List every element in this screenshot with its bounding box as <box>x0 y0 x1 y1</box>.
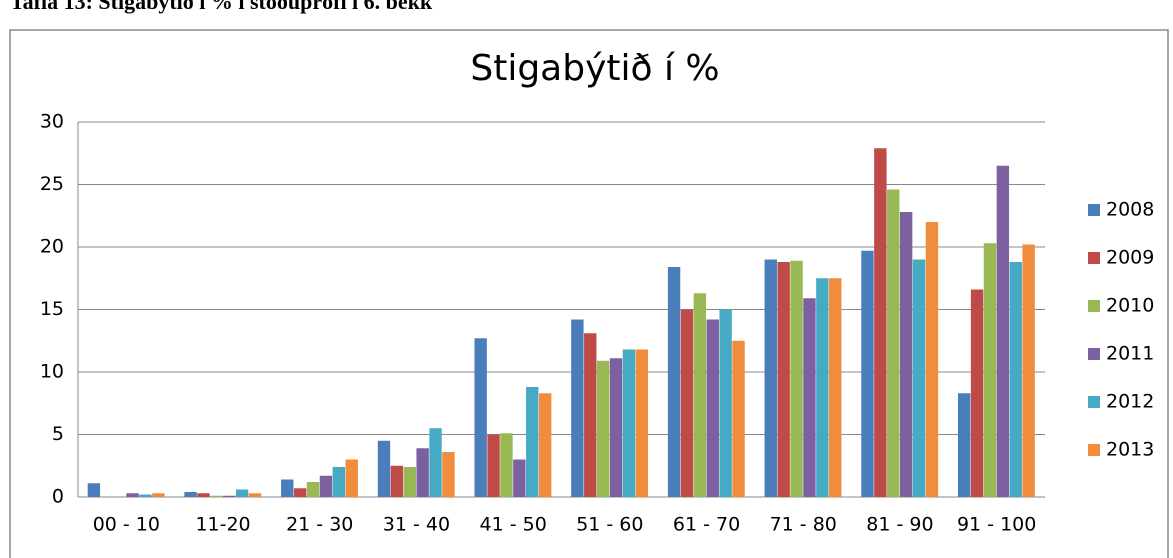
bar <box>996 165 1010 497</box>
bar <box>571 319 584 497</box>
bar <box>803 298 816 497</box>
legend-swatch <box>1088 252 1100 264</box>
x-tick-label: 31 - 40 <box>383 514 450 536</box>
bar <box>403 467 416 497</box>
bar <box>719 309 732 497</box>
bar <box>874 148 887 497</box>
x-tick-label: 21 - 30 <box>286 514 353 536</box>
bar <box>442 452 455 497</box>
bar <box>345 459 358 497</box>
bar <box>487 434 500 497</box>
bar <box>584 333 597 497</box>
bar <box>680 309 694 497</box>
bar <box>416 448 429 497</box>
bar <box>925 222 939 497</box>
bar <box>235 489 249 497</box>
bar <box>957 393 971 497</box>
bar <box>609 358 623 497</box>
x-tick-label: 41 - 50 <box>480 514 547 536</box>
legend-label: 2008 <box>1106 199 1154 221</box>
bar <box>983 243 997 497</box>
bar <box>635 349 649 497</box>
bar <box>706 319 719 497</box>
bar <box>899 212 913 497</box>
legend-label: 2011 <box>1106 343 1154 365</box>
bar <box>306 482 320 497</box>
y-tick-label: 20 <box>40 236 64 258</box>
y-tick-label: 5 <box>52 423 64 445</box>
bar <box>474 338 487 497</box>
legend-label: 2009 <box>1106 247 1154 269</box>
bar <box>513 459 526 497</box>
bar <box>293 488 307 497</box>
bar <box>281 479 294 497</box>
x-tick-label: 61 - 70 <box>673 514 740 536</box>
x-tick-label: 81 - 90 <box>866 514 933 536</box>
y-tick-label: 15 <box>40 298 64 320</box>
bar <box>596 360 610 497</box>
bar <box>332 467 346 497</box>
x-tick-label: 11-20 <box>195 514 250 536</box>
x-tick-label: 91 - 100 <box>957 514 1036 536</box>
legend-swatch <box>1088 300 1100 312</box>
bar <box>526 387 539 497</box>
bar <box>87 483 101 497</box>
y-tick-label: 25 <box>40 173 64 195</box>
bar <box>319 475 333 497</box>
bar <box>790 260 803 497</box>
x-tick-label: 51 - 60 <box>576 514 643 536</box>
legend-swatch <box>1088 348 1100 360</box>
legend-label: 2010 <box>1106 295 1154 317</box>
bar <box>764 259 777 497</box>
bar <box>377 440 391 497</box>
y-tick-label: 10 <box>40 361 64 383</box>
bar <box>693 293 707 497</box>
bar <box>197 493 210 497</box>
legend-label: 2012 <box>1106 391 1154 413</box>
bar <box>139 494 152 497</box>
bar <box>887 189 900 497</box>
bar <box>126 493 139 497</box>
bar <box>622 349 636 497</box>
bar <box>152 493 165 497</box>
bar <box>210 495 223 497</box>
bar <box>829 278 842 497</box>
chart-title: Stigabýtið í % <box>470 48 719 89</box>
bar <box>1009 262 1022 497</box>
y-tick-label: 0 <box>52 486 64 508</box>
legend-swatch <box>1088 396 1100 408</box>
bar <box>816 278 829 497</box>
caption: Tafla 13: Stigabýtið í % í stöðuprófi í … <box>10 0 433 14</box>
legend-label: 2013 <box>1106 439 1154 461</box>
legend-swatch <box>1088 444 1100 456</box>
legend-swatch <box>1088 204 1100 216</box>
bar <box>912 259 926 497</box>
x-tick-label: 00 - 10 <box>93 514 160 536</box>
y-tick-label: 30 <box>40 111 64 133</box>
bar <box>667 267 681 497</box>
bar <box>732 340 745 497</box>
bar <box>538 393 552 497</box>
bar <box>777 262 790 497</box>
bar <box>223 495 236 497</box>
bar <box>970 289 984 497</box>
bar <box>184 492 197 497</box>
bar <box>500 433 513 497</box>
x-tick-label: 71 - 80 <box>770 514 837 536</box>
bar <box>861 250 874 497</box>
bar <box>390 465 404 497</box>
bar <box>429 428 442 497</box>
bar <box>248 493 262 497</box>
bar <box>1022 244 1035 497</box>
